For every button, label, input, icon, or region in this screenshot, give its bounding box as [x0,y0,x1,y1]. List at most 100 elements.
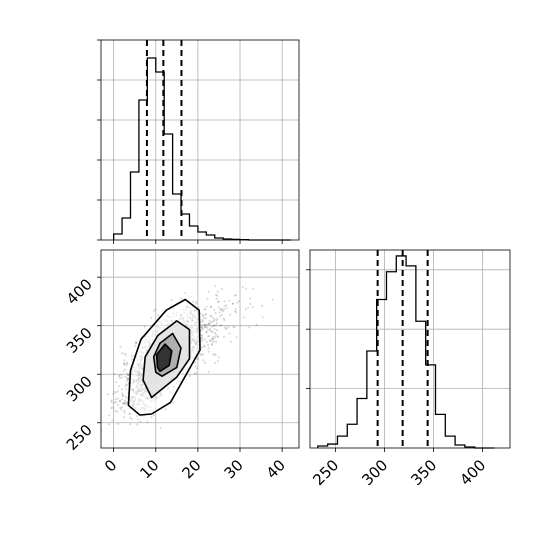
scatter-point [217,335,220,338]
scatter-point [212,337,215,340]
scatter-point [224,326,226,329]
tick-label-x-3: 30 [221,456,247,482]
scatter-point [124,395,127,398]
scatter-point [223,300,226,303]
scatter-point [205,312,208,315]
scatter-point [117,423,120,425]
scatter-point [135,415,138,417]
scatter-point [114,398,117,401]
scatter-point [195,372,198,375]
scatter-point [214,362,217,364]
scatter-point [244,308,247,310]
scatter-point [110,407,113,410]
scatter-point [197,358,199,361]
scatter-point [110,400,113,403]
scatter-point [120,352,123,355]
scatter-point [125,388,128,391]
scatter-point [200,329,203,332]
frame-top-left [100,39,300,241]
scatter-point [207,343,210,346]
scatter-point [225,304,228,307]
tick-label-y-3: 400 [63,275,96,308]
scatter-point [220,309,223,312]
scatter-point [242,316,245,319]
scatter-point [125,364,128,367]
scatter-point [184,292,187,294]
scatter-point [115,381,118,384]
scatter-point [203,308,206,311]
scatter-point [170,298,173,301]
scatter-point [205,331,208,334]
scatter-point [164,408,167,411]
scatter-point [214,354,217,357]
scatter-point [123,362,126,365]
scatter-point [126,361,129,364]
scatter-point [216,294,219,297]
scatter-point [211,338,214,340]
scatter-point [235,294,238,297]
scatter-point [210,306,213,309]
scatter-point [218,311,221,314]
scatter-point [124,399,127,402]
scatter-point [120,398,123,401]
scatter-point [201,313,204,316]
scatter-point [236,301,239,304]
scatter-point [216,335,219,338]
scatter-point [219,314,221,317]
scatter-point [204,317,207,320]
scatter-point [233,294,236,297]
scatter-point [195,300,198,303]
scatter-point [208,328,211,330]
scatter-point [245,287,248,290]
scatter-point [210,330,213,333]
scatter-point [201,319,204,321]
scatter-point [220,314,223,316]
scatter-point [127,379,129,382]
scatter-point [111,406,114,409]
scatter-point [113,390,116,393]
scatter-point [217,300,220,303]
scatter-point [123,362,126,365]
scatter-point [271,298,274,301]
scatter-point [152,414,155,417]
scatter-point [204,324,207,326]
scatter-point [123,409,126,412]
scatter-point [116,397,119,400]
scatter-point [232,325,235,328]
scatter-point [209,329,212,332]
scatter-point [203,344,206,347]
scatter-point [211,337,213,340]
scatter-point [193,361,196,364]
scatter-point [215,324,217,327]
scatter-point [204,314,207,316]
scatter-point [125,384,128,387]
scatter-point [261,316,264,319]
scatter-point [231,302,234,305]
scatter-point [217,306,220,309]
scatter-point [200,337,203,340]
tick-label-x-2: 20 [178,456,204,482]
scatter-point [207,290,210,293]
scatter-point [203,361,206,364]
scatter-point [150,317,153,319]
scatter-point [213,318,216,321]
grid-bottom-right [310,250,510,448]
scatter-point [115,391,118,394]
scatter-point [122,370,125,373]
scatter-point [130,417,133,420]
axes-bottom-right [310,250,510,448]
histogram-y-step [317,255,495,449]
scatter-point [204,338,207,341]
scatter-point [222,317,225,320]
scatter-point [116,390,119,393]
scatter-point [129,423,132,426]
scatter-point [220,324,223,327]
scatter-point [211,340,214,343]
scatter-point [197,306,200,309]
tick-label-x-0: 0 [101,456,120,475]
scatter-point [125,380,128,383]
tick-label-x-2: 350 [407,456,440,489]
scatter-point [135,341,138,344]
scatter-point [252,287,255,290]
scatter-point [209,339,212,342]
